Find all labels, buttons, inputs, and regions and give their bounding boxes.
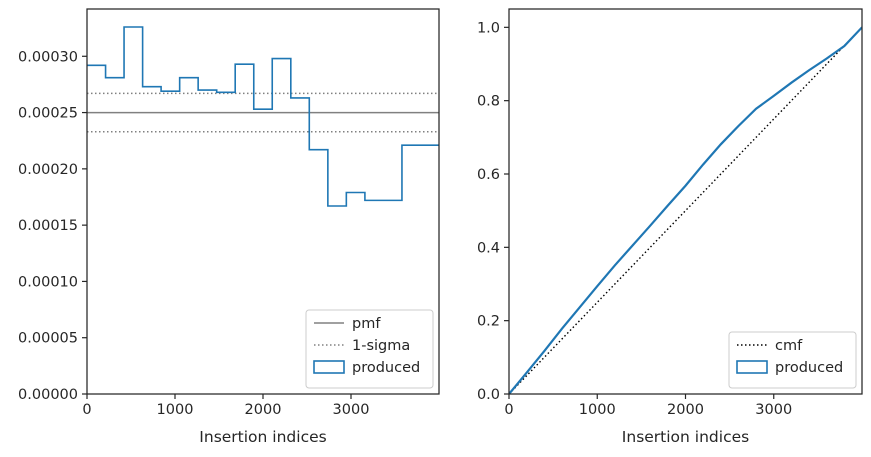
legend-swatch <box>736 360 768 374</box>
x-tick-label: 2000 <box>245 402 282 418</box>
legend-swatch <box>313 360 345 374</box>
legend-label: 1-sigma <box>352 338 410 354</box>
x-tick-label: 0 <box>82 402 91 418</box>
legend-label: produced <box>775 360 843 376</box>
y-tick-label: 0.0 <box>477 387 500 403</box>
x-tick-label: 1000 <box>157 402 194 418</box>
y-tick-label: 1.0 <box>477 20 500 36</box>
y-tick-label: 0.00005 <box>18 331 78 347</box>
y-tick-label: 0.2 <box>477 314 500 330</box>
produced-cumulative <box>509 26 862 394</box>
plot-area <box>87 26 439 207</box>
y-tick-label: 0.6 <box>477 167 500 183</box>
legend-frame <box>728 331 857 389</box>
x-tick-label: 3000 <box>755 402 792 418</box>
y-tick-label: 0.00010 <box>18 274 78 290</box>
y-tick-label: 0.00030 <box>18 49 78 65</box>
y-tick-label: 0.00000 <box>18 387 78 403</box>
cmf-panel: 0 1000 2000 3000 0.0 0.2 0.4 0.6 0.8 1.0 Insertion… <box>477 8 863 446</box>
pmf-panel: 0 1000 2000 3000 0.00000 0.00005 0.00010 0.0001… <box>18 8 440 446</box>
legend-frame <box>305 309 434 389</box>
y-tick-label: 0.8 <box>477 94 500 110</box>
x-axis-title: Insertion indices <box>622 428 749 446</box>
y-tick-label: 0.00020 <box>18 162 78 178</box>
x-tick-label: 0 <box>504 402 513 418</box>
x-tick-label: 1000 <box>579 402 616 418</box>
x-tick-label: 2000 <box>667 402 704 418</box>
produced-histogram <box>87 26 439 207</box>
x-tick-label: 3000 <box>333 402 370 418</box>
plot-area <box>509 26 862 394</box>
legend-label: cmf <box>775 338 803 354</box>
y-tick-label: 0.00025 <box>18 106 78 122</box>
y-tick-label: 0.4 <box>477 240 500 256</box>
cmf-line <box>509 26 862 394</box>
x-axis-title: Insertion indices <box>199 428 326 446</box>
legend-label: produced <box>352 360 420 376</box>
y-tick-label: 0.00015 <box>18 218 78 234</box>
legend-label: pmf <box>352 316 381 332</box>
